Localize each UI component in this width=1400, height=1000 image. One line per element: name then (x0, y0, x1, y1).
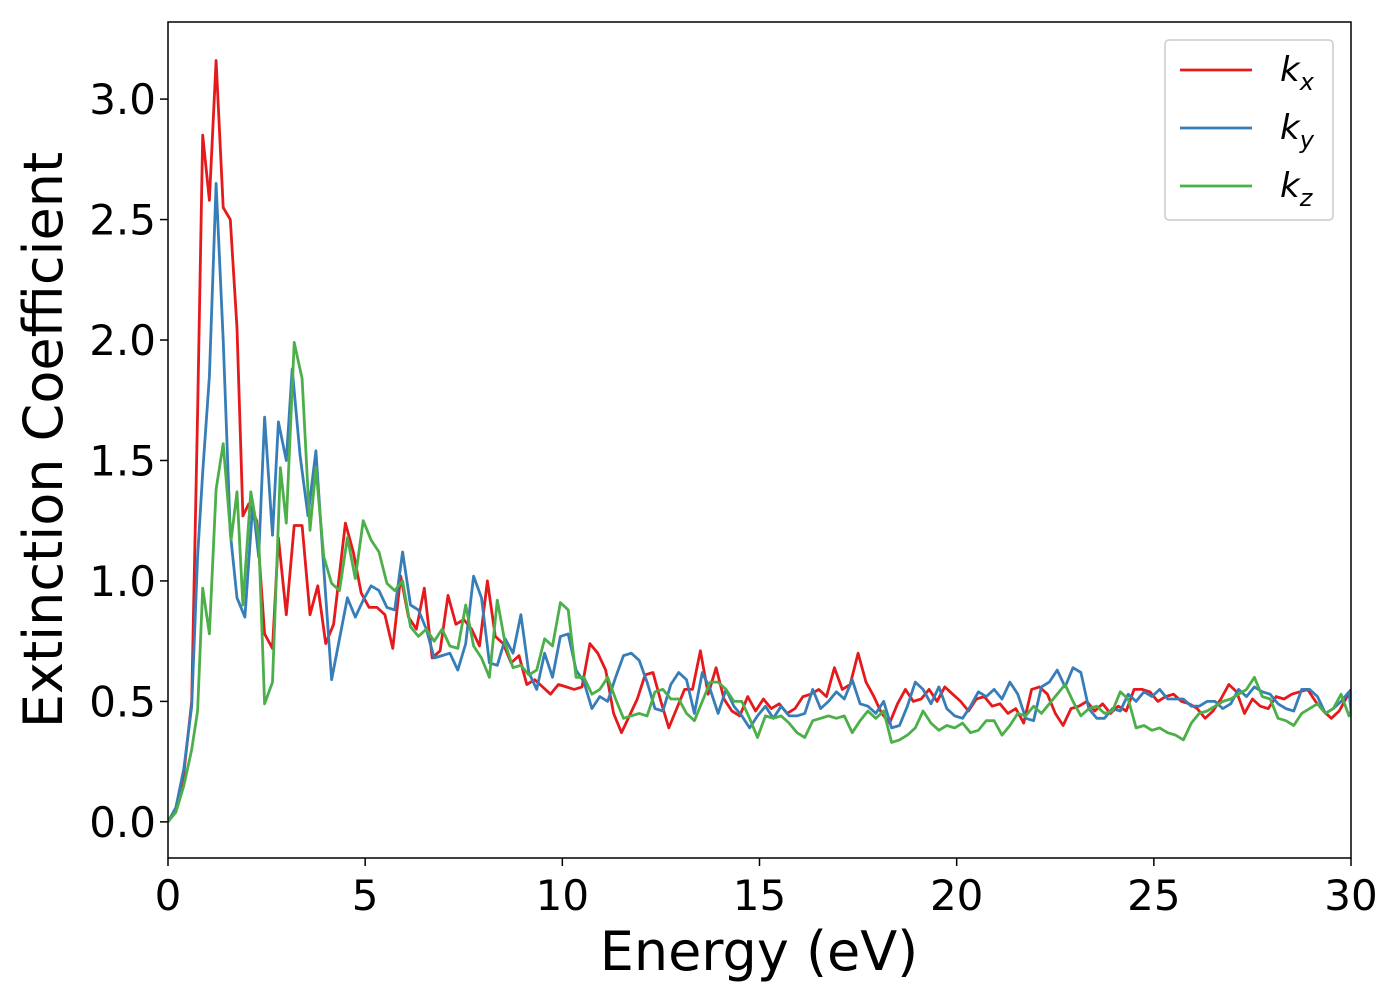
legend-label-subscript: z (1299, 184, 1314, 212)
y-tick-label: 0.5 (89, 677, 156, 726)
y-tick-label: 2.0 (89, 316, 156, 365)
x-tick-label: 5 (352, 871, 379, 920)
x-axis-label: Energy (eV) (600, 920, 919, 983)
x-tick-label: 15 (733, 871, 786, 920)
y-tick-label: 1.5 (89, 436, 156, 485)
y-axis-ticks: 0.0 0.5 1.0 1.5 2.0 2.5 3.0 (89, 75, 168, 847)
legend-box (1164, 39, 1334, 221)
y-axis-label: Extinction Coefficient (12, 152, 75, 728)
legend-label-kz: kz (1280, 166, 1314, 212)
x-tick-label: 30 (1324, 871, 1377, 920)
series-line-ky (168, 182, 1351, 823)
x-axis-ticks: 0 5 10 15 20 25 30 (155, 858, 1378, 920)
y-tick-label: 2.5 (89, 196, 156, 245)
y-tick-label: 0.0 (89, 798, 156, 847)
legend-label-base: k (1280, 108, 1301, 148)
legend-label-ky: ky (1280, 108, 1315, 154)
legend-label-kx: kx (1280, 50, 1315, 96)
x-tick-label: 10 (536, 871, 589, 920)
y-tick-label: 1.0 (89, 557, 156, 606)
x-tick-label: 0 (155, 871, 182, 920)
legend-label-base: k (1280, 166, 1301, 206)
legend-label-base: k (1280, 50, 1301, 90)
series-layer (168, 59, 1351, 823)
y-tick-label: 3.0 (89, 75, 156, 124)
series-line-kz (168, 341, 1351, 823)
x-tick-label: 20 (930, 871, 983, 920)
legend-label-subscript: x (1299, 68, 1315, 96)
x-tick-label: 25 (1127, 871, 1180, 920)
legend-label-subscript: y (1299, 126, 1315, 154)
